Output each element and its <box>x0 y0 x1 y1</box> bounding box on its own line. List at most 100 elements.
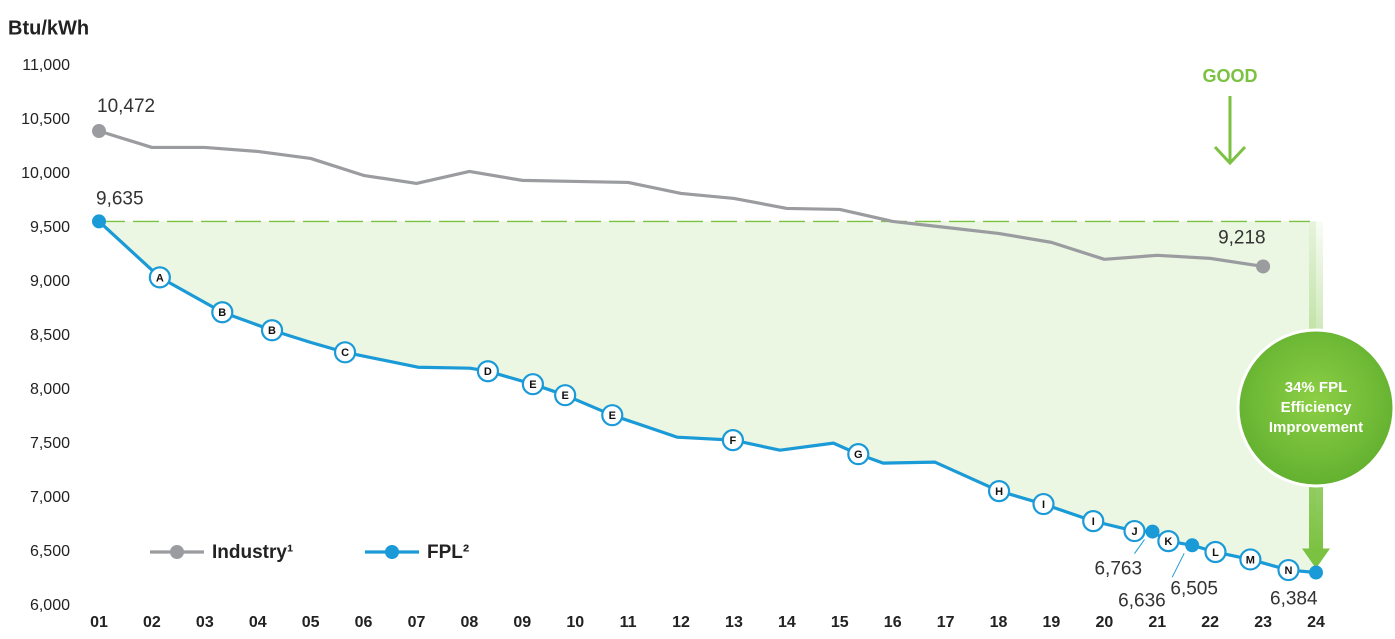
legend-marker <box>385 545 399 559</box>
good-label: GOOD <box>1202 66 1257 86</box>
x-tick-label: 13 <box>725 614 743 631</box>
y-tick-label: 6,000 <box>30 597 70 614</box>
x-tick-label: 19 <box>1043 614 1061 631</box>
letter-marker <box>601 404 624 427</box>
value-label: 9,635 <box>96 188 144 209</box>
letter-marker <box>1123 519 1146 543</box>
letter-label: G <box>854 449 863 461</box>
point-marker <box>1309 565 1323 580</box>
letter-label: I <box>1042 499 1045 511</box>
leader-line <box>1134 539 1145 554</box>
point-marker <box>1185 538 1200 553</box>
letter-marker <box>148 266 171 289</box>
x-tick-label: 10 <box>566 614 584 631</box>
y-tick-label: 8,000 <box>30 381 70 398</box>
x-tick-label: 08 <box>460 614 478 631</box>
legend-label: Industry¹ <box>212 542 293 563</box>
letter-marker <box>987 479 1011 503</box>
legend-label: FPL² <box>427 542 469 563</box>
letter-marker <box>333 341 357 364</box>
improvement-text: Efficiency <box>1281 399 1353 416</box>
y-tick-label: 6,500 <box>30 543 70 560</box>
letter-marker <box>211 301 234 324</box>
good-arrow-head <box>1213 145 1247 166</box>
letter-marker <box>1204 540 1227 564</box>
value-label: 6,636 <box>1118 590 1166 611</box>
letter-marker <box>1239 548 1262 571</box>
x-tick-label: 23 <box>1254 614 1272 631</box>
letter-label: E <box>561 390 568 402</box>
letter-label: E <box>529 379 536 391</box>
x-tick-label: 06 <box>355 614 373 631</box>
letter-label: K <box>1164 536 1172 548</box>
letter-label: D <box>484 366 492 378</box>
value-label: 6,763 <box>1094 559 1142 580</box>
x-tick-label: 24 <box>1307 614 1325 631</box>
point-marker <box>1256 259 1271 274</box>
x-tick-label: 12 <box>672 614 690 631</box>
letter-marker <box>1082 510 1105 533</box>
leader-line <box>1171 553 1185 578</box>
letter-label: M <box>1246 554 1255 566</box>
improvement-circle <box>1236 328 1395 488</box>
letter-marker <box>476 360 500 383</box>
x-tick-label: 05 <box>302 614 320 631</box>
point-marker <box>92 214 106 229</box>
value-label: 6,505 <box>1170 578 1218 599</box>
letter-marker <box>1157 529 1180 553</box>
letter-label: I <box>1092 516 1095 528</box>
letter-label: J <box>1131 526 1137 538</box>
letter-marker <box>721 429 744 452</box>
x-tick-label: 18 <box>990 614 1008 631</box>
x-tick-label: 11 <box>620 614 637 631</box>
y-tick-label: 8,500 <box>30 327 70 344</box>
x-tick-label: 15 <box>831 614 849 631</box>
x-tick-label: 07 <box>408 614 426 631</box>
letter-marker <box>554 384 577 407</box>
x-tick-label: 21 <box>1148 614 1166 631</box>
improvement-arrow-head <box>1302 548 1330 569</box>
x-tick-label: 09 <box>513 614 531 631</box>
y-tick-label: 7,500 <box>30 435 70 452</box>
letter-label: N <box>1285 565 1293 577</box>
y-tick-label: 10,500 <box>21 111 70 128</box>
value-label: 6,384 <box>1270 589 1318 610</box>
value-label: 10,472 <box>97 96 155 117</box>
point-marker <box>92 124 106 139</box>
letter-label: E <box>609 410 616 422</box>
improvement-text: 34% FPL <box>1285 379 1348 396</box>
letter-label: B <box>218 307 226 319</box>
x-tick-label: 03 <box>196 614 214 631</box>
x-tick-label: 16 <box>884 614 902 631</box>
letter-label: H <box>995 486 1003 498</box>
y-tick-label: 10,000 <box>21 165 70 182</box>
letter-marker <box>847 443 870 466</box>
x-tick-label: 22 <box>1201 614 1219 631</box>
x-tick-label: 01 <box>90 614 108 631</box>
y-tick-label: 9,500 <box>30 219 70 236</box>
x-tick-label: 20 <box>1095 614 1113 631</box>
y-tick-label: 7,000 <box>30 489 70 506</box>
point-marker <box>1145 524 1160 539</box>
y-tick-label: 9,000 <box>30 273 70 290</box>
x-tick-label: 17 <box>937 614 955 631</box>
value-label: 9,218 <box>1218 227 1266 248</box>
y-axis-label: Btu/kWh <box>8 17 89 39</box>
improvement-text: Improvement <box>1269 419 1363 436</box>
letter-label: A <box>156 272 164 284</box>
letter-marker <box>1277 558 1300 582</box>
y-tick-label: 11,000 <box>22 57 70 74</box>
x-tick-label: 04 <box>249 614 267 631</box>
letter-marker <box>260 319 284 342</box>
letter-label: B <box>268 325 276 337</box>
x-tick-label: 14 <box>778 614 796 631</box>
x-tick-label: 02 <box>143 614 161 631</box>
series-line <box>98 129 1264 269</box>
improvement-area <box>99 221 1316 573</box>
letter-label: L <box>1212 547 1219 559</box>
letter-label: F <box>730 435 737 447</box>
letter-marker <box>521 373 544 396</box>
legend-marker <box>170 545 184 559</box>
letter-marker <box>1032 492 1055 516</box>
